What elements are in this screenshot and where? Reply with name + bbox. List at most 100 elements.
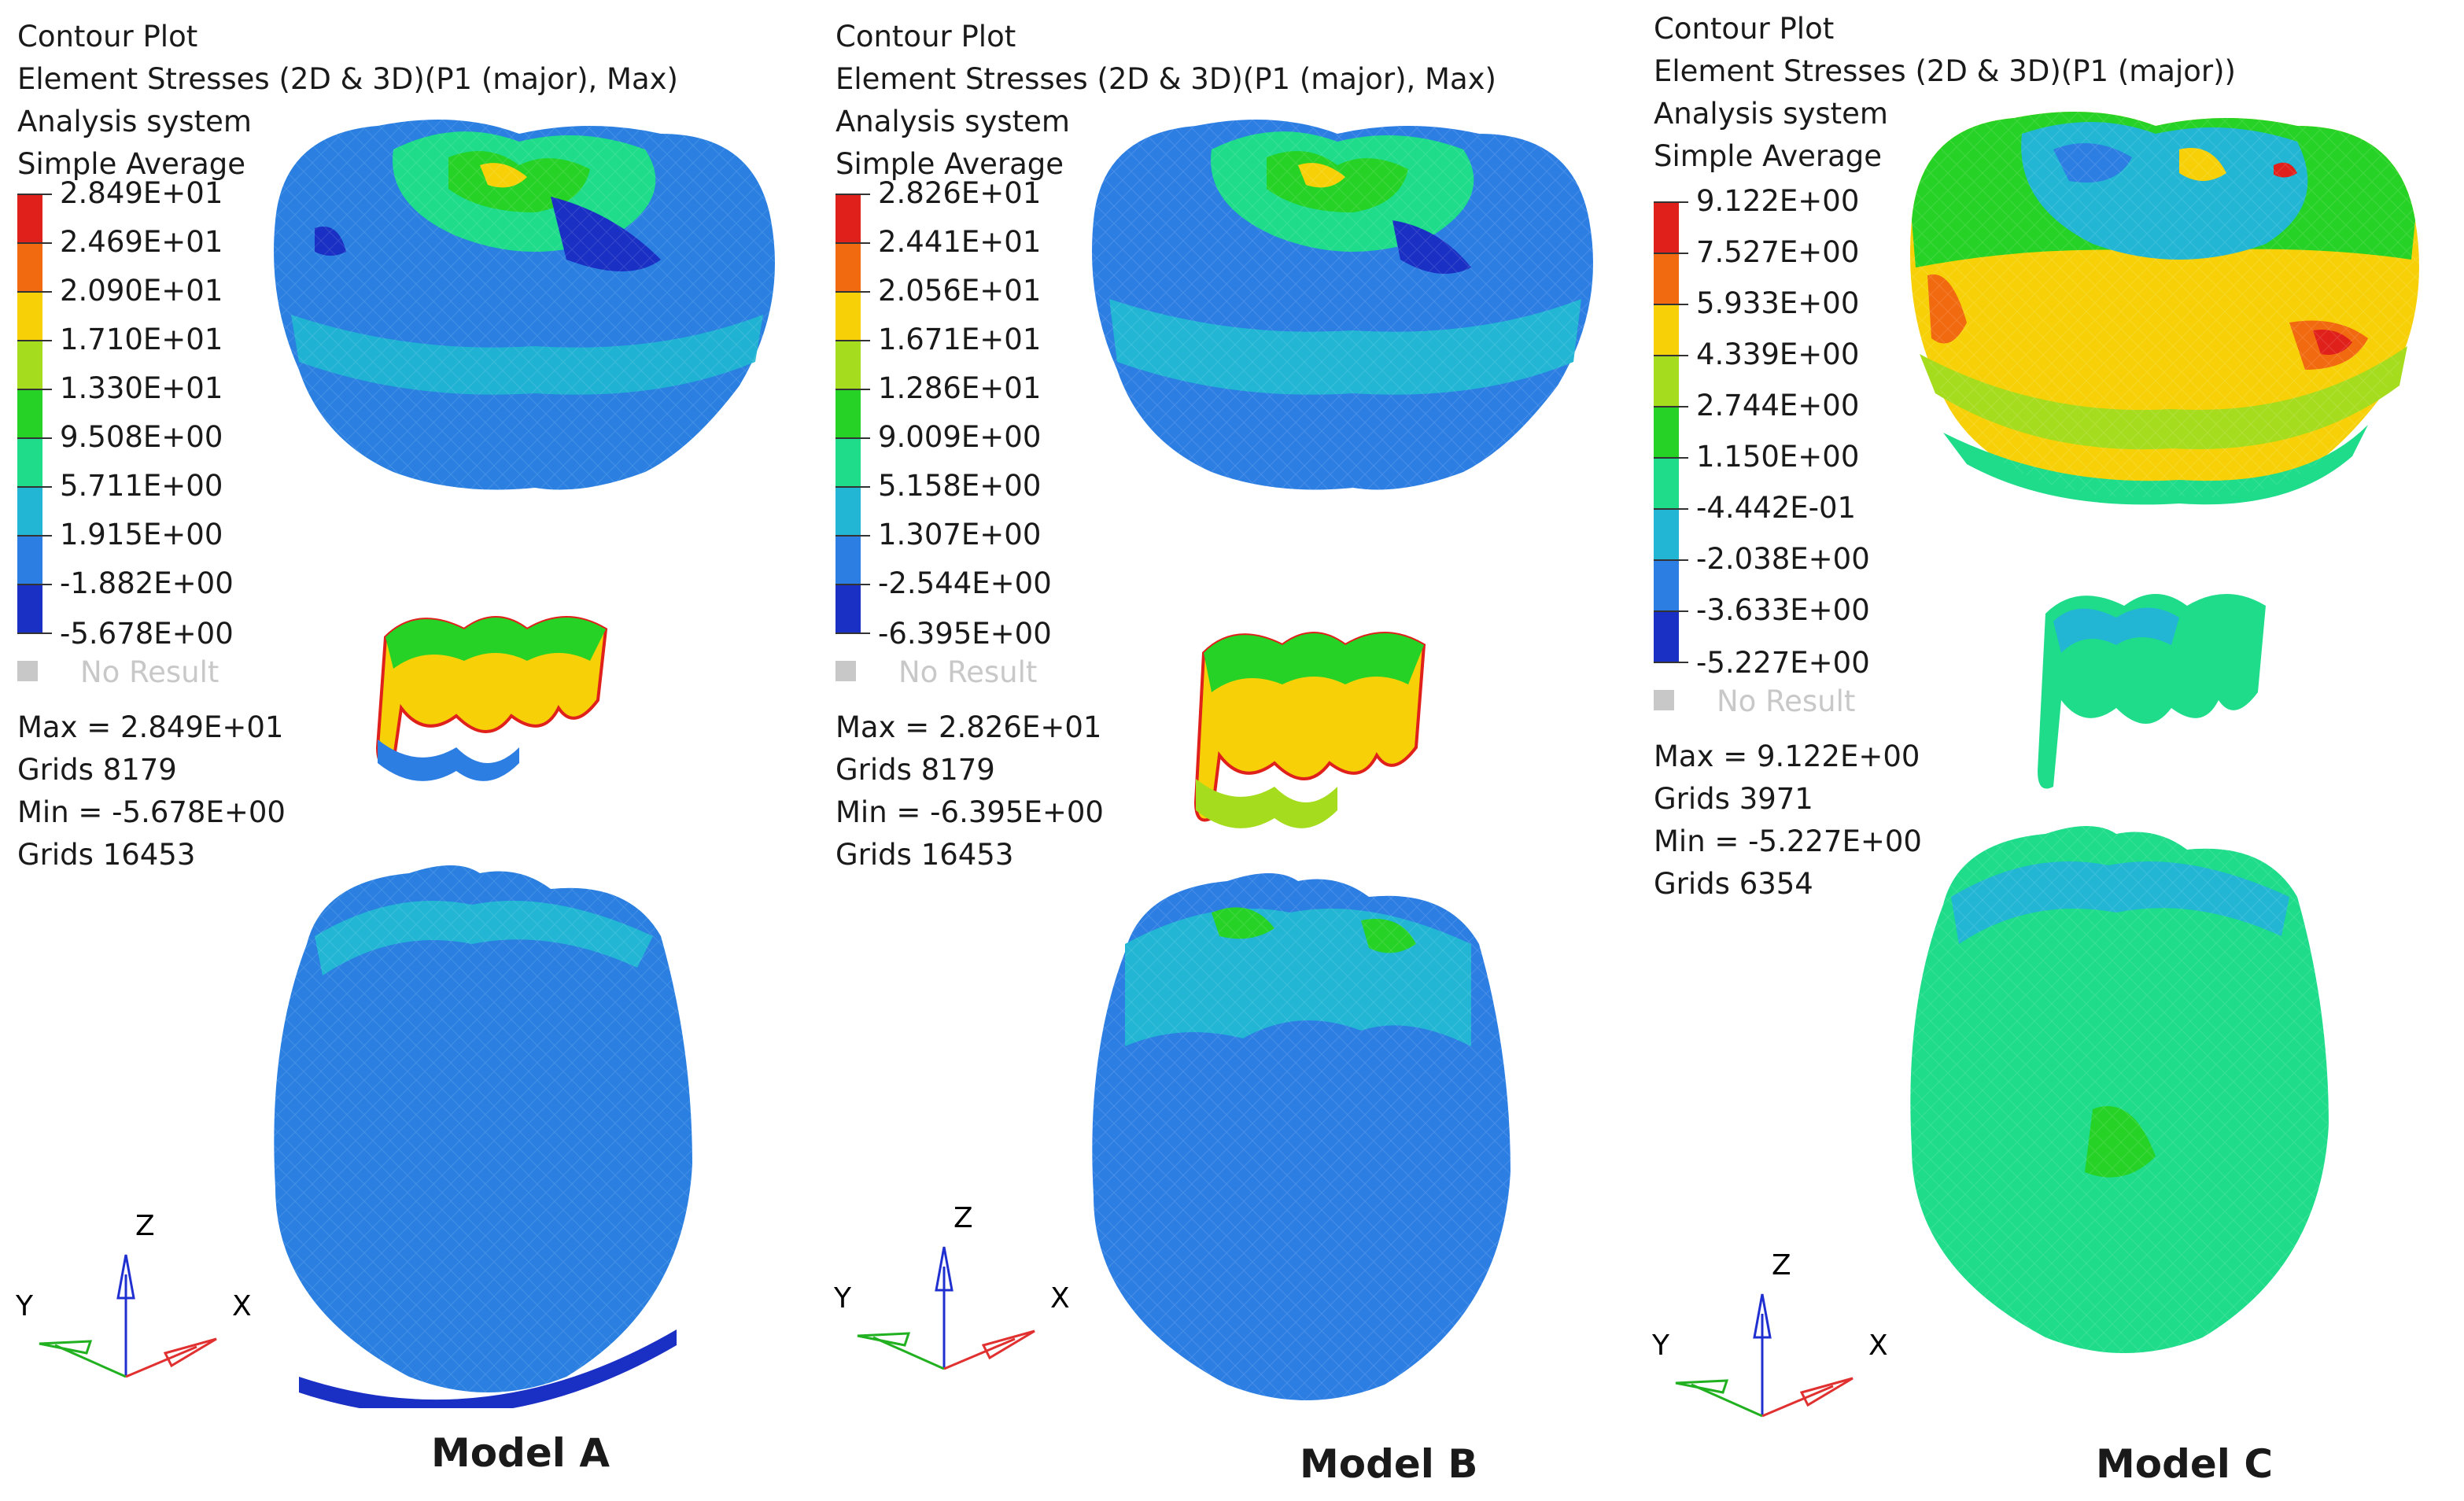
legend-averaging: Simple Average — [835, 147, 1064, 181]
axis-label-x: X — [232, 1290, 252, 1322]
legend-stats: Max = 9.122E+00 Grids 3971 Min = -5.227E… — [1654, 736, 2236, 905]
stat-max-grid: Grids 3971 — [1654, 782, 1813, 816]
scale-value: 7.527E+00 — [1696, 235, 1860, 269]
legend-averaging: Simple Average — [17, 147, 246, 181]
scale-value: -1.882E+00 — [60, 566, 234, 600]
stat-max-grid: Grids 8179 — [17, 753, 177, 787]
scale-swatch — [17, 437, 42, 486]
stat-min: Min = -5.678E+00 — [17, 795, 286, 829]
scale-swatch — [1654, 253, 1679, 304]
color-scale: 9.122E+00 7.527E+00 5.933E+00 4.339E+00 … — [1654, 184, 2236, 680]
axis-label-x: X — [1050, 1282, 1070, 1315]
stat-max-grid: Grids 8179 — [835, 753, 995, 787]
scale-swatch — [1654, 304, 1679, 355]
x-axis — [1761, 1385, 1834, 1418]
legend-system: Analysis system — [1654, 97, 1888, 131]
scale-value: 2.056E+01 — [878, 274, 1042, 308]
no-result-legend: No Result — [835, 648, 1496, 697]
scale-value: -6.395E+00 — [878, 617, 1052, 651]
scale-value: 2.469E+01 — [60, 225, 223, 259]
scale-value: 1.710E+01 — [60, 323, 223, 356]
scale-swatch — [17, 340, 42, 389]
y-axis-arrow — [39, 1340, 93, 1355]
tooth-model-a — [274, 120, 775, 1408]
axis-triad: Z Y X — [16, 1211, 252, 1378]
crown-mesh — [1910, 112, 2419, 505]
x-axis-arrow — [1799, 1377, 1854, 1407]
scale-value: 9.009E+00 — [878, 420, 1042, 454]
legend-title: Contour Plot — [17, 20, 198, 53]
scale-swatch — [1654, 610, 1679, 662]
axis-label-z: Z — [135, 1211, 155, 1242]
tooth-model-c — [1910, 112, 2419, 1353]
scale-value: 5.933E+00 — [1696, 286, 1860, 320]
scale-value: 1.286E+01 — [878, 371, 1042, 405]
scale-swatch — [835, 291, 861, 340]
scale-swatch — [17, 584, 42, 632]
y-axis-arrow — [1675, 1379, 1729, 1394]
no-result-legend: No Result — [1654, 677, 2236, 726]
tooth-model-b — [1092, 120, 1593, 1400]
scale-value: 5.711E+00 — [60, 469, 223, 503]
contour-legend: Contour Plot Element Stresses (2D & 3D)(… — [835, 16, 1496, 876]
scale-value: 1.330E+01 — [60, 371, 223, 405]
scale-swatch — [835, 584, 861, 632]
legend-result-type: Element Stresses (2D & 3D)(P1 (major), M… — [17, 62, 678, 96]
axis-label-z: Z — [954, 1204, 973, 1234]
scale-value: 2.849E+01 — [60, 176, 223, 210]
legend-stats: Max = 2.826E+01 Grids 8179 Min = -6.395E… — [835, 706, 1496, 876]
scale-value: 1.150E+00 — [1696, 440, 1860, 474]
legend-result-type: Element Stresses (2D & 3D)(P1 (major), M… — [835, 62, 1496, 96]
scale-value: 2.826E+01 — [878, 176, 1042, 210]
panel-model-b: Contour Plot Element Stresses (2D & 3D)(… — [818, 0, 1640, 1501]
legend-system: Analysis system — [835, 105, 1070, 138]
scale-value: 1.671E+01 — [878, 323, 1042, 356]
scale-swatch — [835, 437, 861, 486]
stat-max: Max = 2.849E+01 — [17, 710, 284, 744]
scale-value: -3.633E+00 — [1696, 593, 1870, 627]
scale-swatch — [835, 535, 861, 584]
scale-value: 5.158E+00 — [878, 469, 1042, 503]
scale-swatch — [1654, 201, 1679, 253]
contour-legend: Contour Plot Element Stresses (2D & 3D)(… — [17, 16, 678, 876]
axis-label-y: Y — [1652, 1330, 1670, 1362]
legend-result-type: Element Stresses (2D & 3D)(P1 (major)) — [1654, 54, 2236, 88]
y-axis — [872, 1336, 945, 1370]
x-axis-arrow — [163, 1337, 217, 1368]
stat-min: Min = -6.395E+00 — [835, 795, 1104, 829]
stat-min: Min = -5.227E+00 — [1654, 824, 1922, 858]
x-axis-arrow — [981, 1330, 1035, 1360]
stat-min-grid: Grids 6354 — [1654, 867, 1813, 901]
scale-value: 1.915E+00 — [60, 518, 223, 551]
axis-label-z: Z — [1772, 1251, 1791, 1282]
scale-swatch — [1654, 406, 1679, 457]
abutment-mesh — [1092, 873, 1510, 1400]
legend-header: Contour Plot Element Stresses (2D & 3D)(… — [17, 16, 678, 186]
scale-swatch — [1654, 559, 1679, 610]
axis-label-x: X — [1868, 1330, 1888, 1362]
y-axis-arrow — [857, 1332, 911, 1347]
color-scale: 2.826E+01 2.441E+01 2.056E+01 1.671E+01 … — [835, 176, 1496, 651]
stat-min-grid: Grids 16453 — [17, 838, 196, 872]
scale-swatch — [835, 194, 861, 242]
scale-swatch — [835, 486, 861, 535]
legend-averaging: Simple Average — [1654, 139, 1883, 173]
cement-layer — [1193, 632, 1426, 828]
scale-value: 4.339E+00 — [1696, 337, 1860, 371]
scale-swatch — [17, 486, 42, 535]
scale-swatch — [17, 194, 42, 242]
legend-title: Contour Plot — [835, 20, 1016, 53]
cement-layer — [375, 616, 608, 781]
axis-label-y: Y — [834, 1282, 852, 1315]
z-axis-arrow — [116, 1254, 135, 1300]
y-axis — [1691, 1383, 1763, 1418]
scale-value: 2.441E+01 — [878, 225, 1042, 259]
no-result-legend: No Result — [17, 648, 678, 697]
stat-min-grid: Grids 16453 — [835, 838, 1014, 872]
z-axis-arrow — [1753, 1293, 1772, 1339]
scale-value: -5.227E+00 — [1696, 646, 1870, 680]
model-caption: Model B — [1300, 1441, 1478, 1487]
scale-value: -2.038E+00 — [1696, 542, 1870, 576]
color-scale: 2.849E+01 2.469E+01 2.090E+01 1.710E+01 … — [17, 176, 678, 651]
stat-max: Max = 9.122E+00 — [1654, 739, 1920, 773]
